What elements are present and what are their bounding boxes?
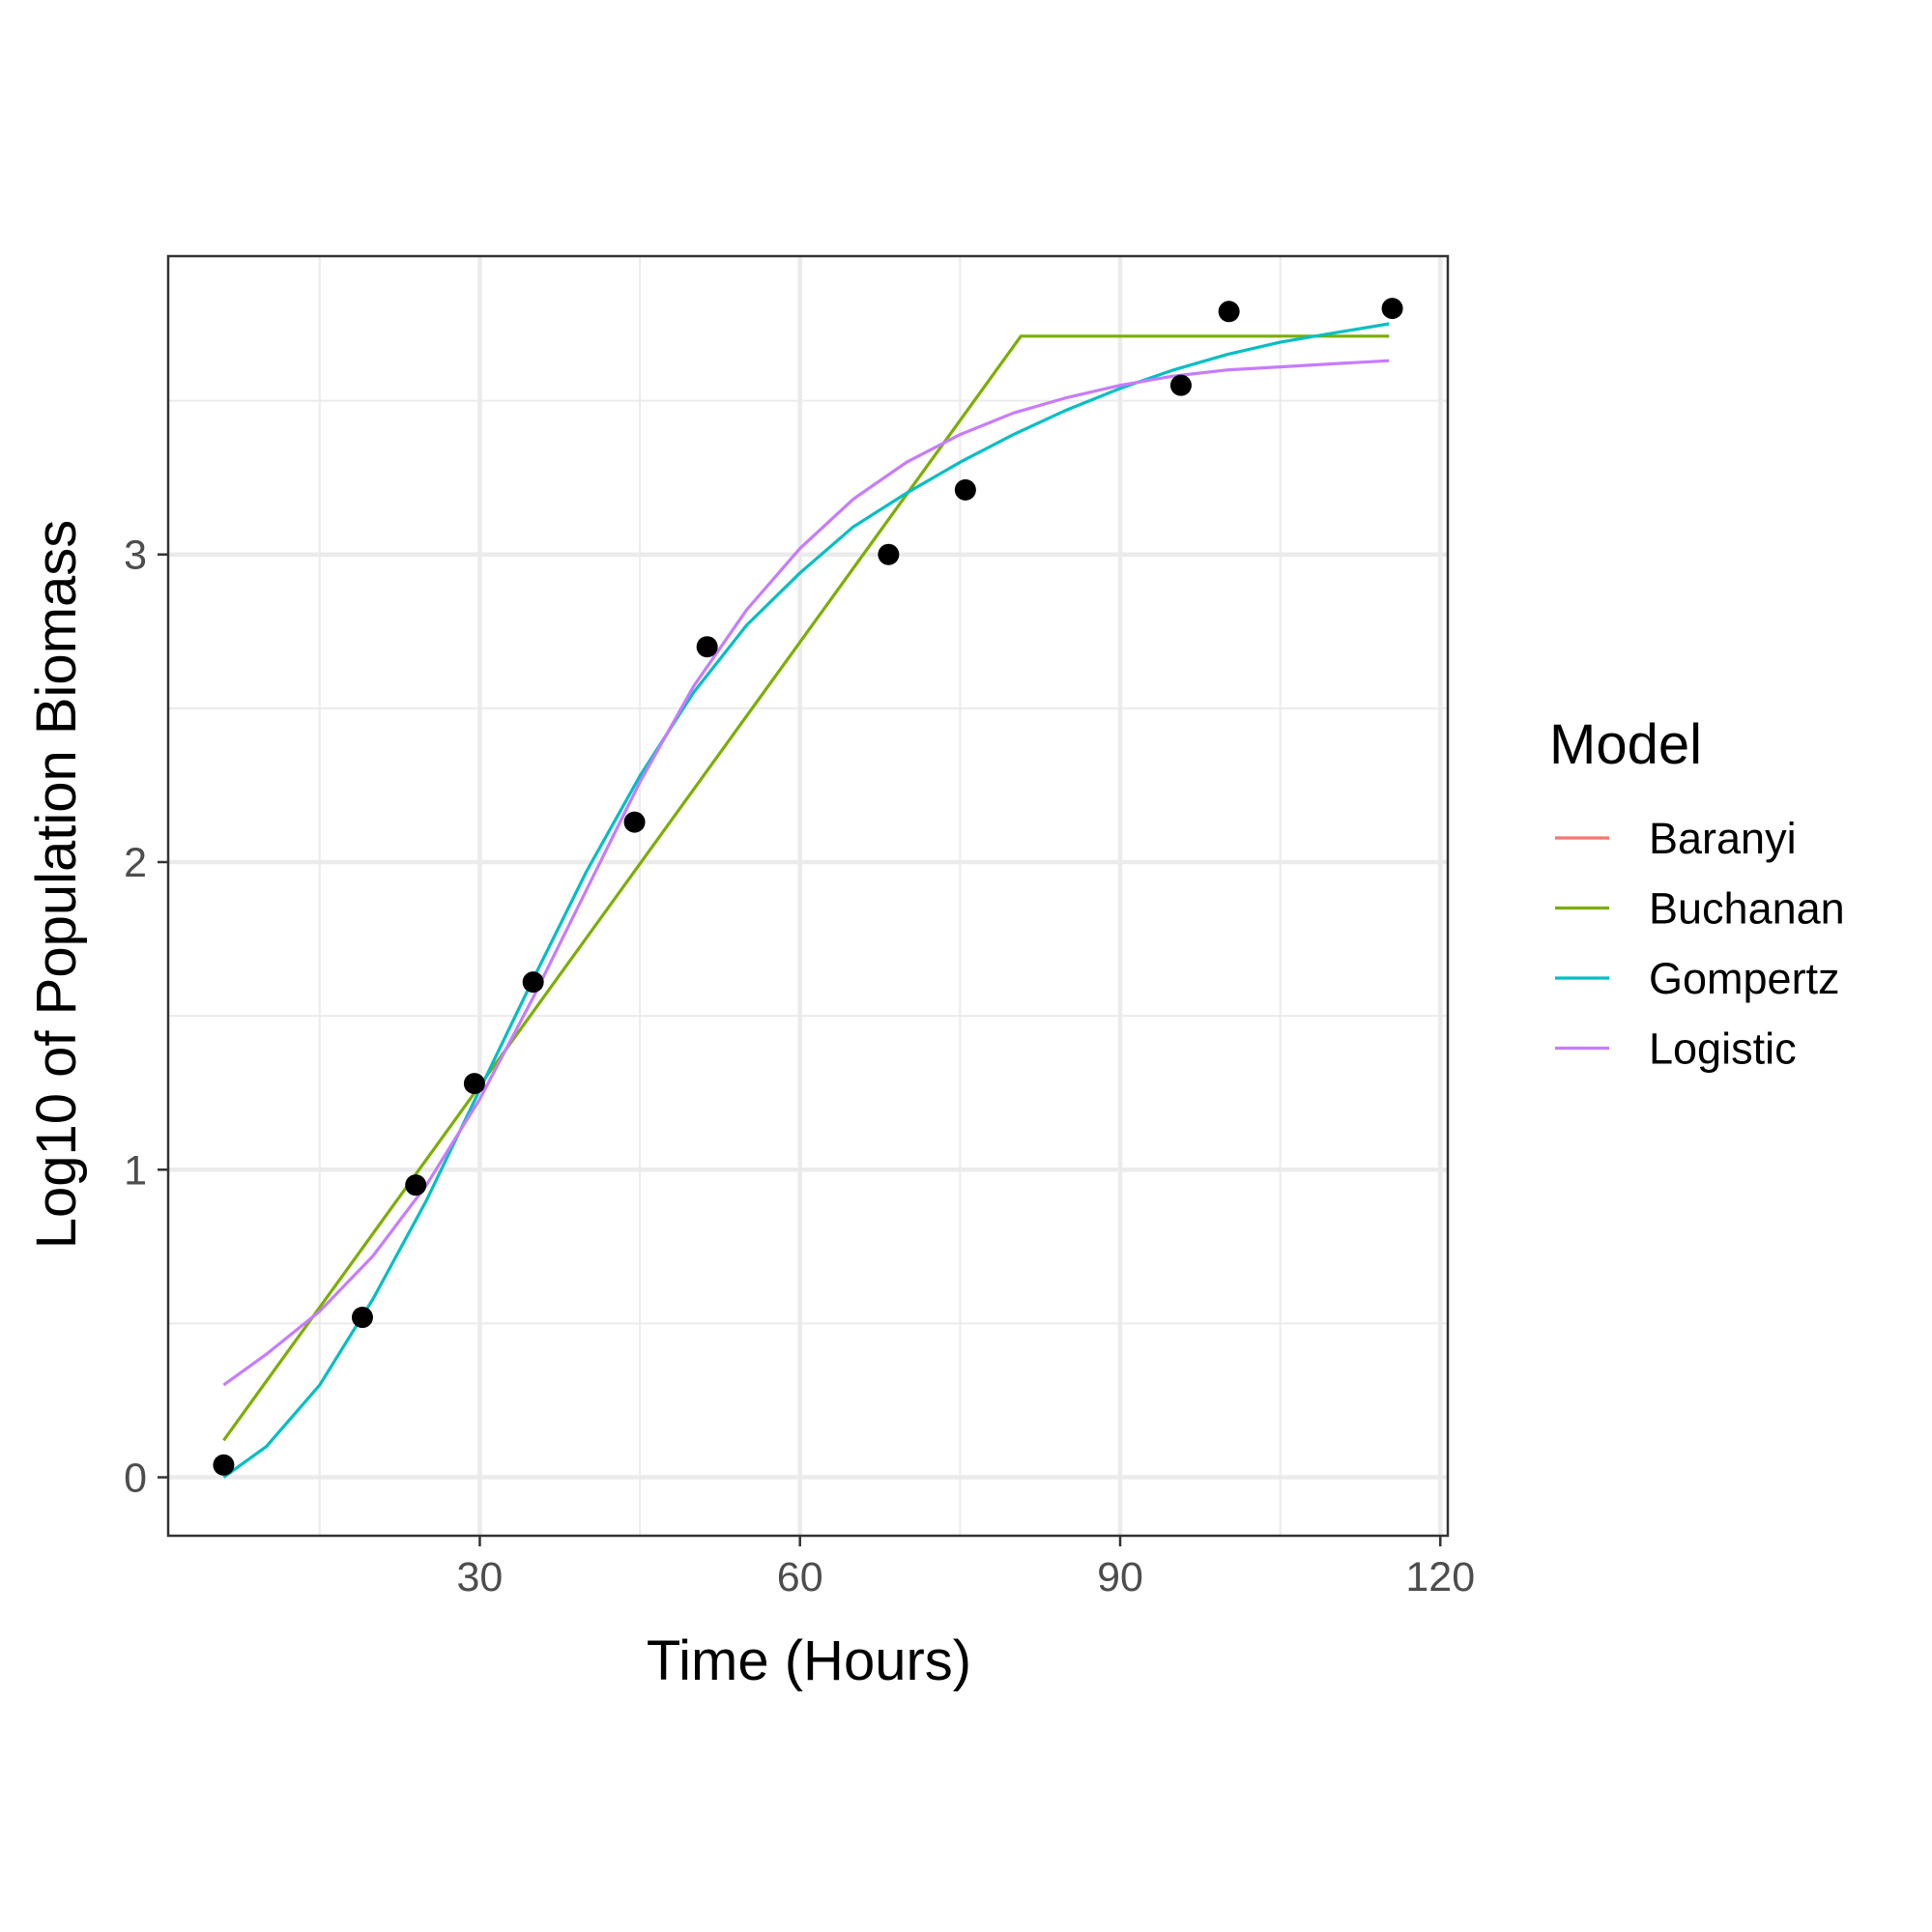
x-tick-label: 120 [1405, 1554, 1475, 1600]
series-line-gompertz [222, 322, 1390, 1479]
data-point [1218, 301, 1240, 323]
data-points [213, 298, 1403, 1476]
x-axis-title: Time (Hours) [647, 1629, 971, 1692]
y-tick-label: 1 [124, 1147, 147, 1194]
legend: Model Baranyi Buchanan Gompertz Logistic [1549, 713, 1845, 1074]
data-point [522, 971, 544, 994]
x-tick-label: 60 [777, 1554, 823, 1600]
data-point [351, 1307, 373, 1329]
axis-ticks [158, 553, 1442, 1546]
data-point [696, 636, 718, 658]
grid-minor [168, 256, 1448, 1536]
data-point [463, 1073, 485, 1095]
grid-major [168, 256, 1448, 1536]
legend-label-baranyi: Baranyi [1649, 814, 1797, 863]
y-tick-label: 0 [124, 1456, 147, 1502]
data-point [954, 478, 976, 501]
x-tick-label: 30 [457, 1554, 504, 1600]
legend-label-gompertz: Gompertz [1649, 954, 1840, 1003]
legend-label-logistic: Logistic [1649, 1024, 1797, 1074]
data-point [878, 543, 900, 565]
panel-border [166, 254, 1450, 1538]
y-tick-label: 3 [124, 533, 147, 579]
legend-label-buchanan: Buchanan [1649, 884, 1845, 934]
data-point [213, 1454, 235, 1476]
series-lines [222, 322, 1390, 1479]
y-tick-label: 2 [124, 840, 147, 886]
x-tick-label: 90 [1097, 1554, 1143, 1600]
data-point [405, 1174, 427, 1197]
series-line-logistic [222, 359, 1390, 1387]
data-point [1381, 298, 1403, 320]
tick-labels: 30 60 90 120 0 1 2 3 [124, 533, 1475, 1600]
data-point [1169, 374, 1192, 396]
data-point [623, 811, 646, 833]
y-axis-title: Log10 of Population Biomass [25, 520, 88, 1250]
legend-title: Model [1549, 713, 1702, 776]
